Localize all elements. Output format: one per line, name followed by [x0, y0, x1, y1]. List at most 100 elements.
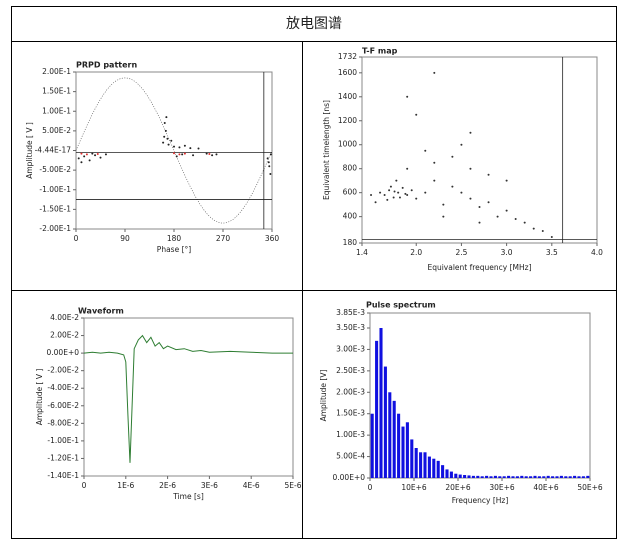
point [267, 161, 270, 164]
bar [419, 452, 423, 478]
bar [463, 475, 467, 478]
point [406, 194, 409, 197]
plot-frame [361, 56, 598, 244]
bar [555, 476, 559, 478]
point [192, 154, 195, 157]
x-tick-label: 0 [368, 483, 373, 492]
bar [383, 366, 387, 478]
point [175, 155, 178, 158]
point [167, 143, 170, 146]
point [170, 139, 173, 142]
bar [427, 456, 431, 478]
point [478, 221, 481, 224]
x-tick-label: 270 [216, 234, 231, 243]
point [166, 137, 169, 140]
point [163, 135, 166, 138]
point [424, 149, 427, 152]
bar [485, 475, 489, 478]
bar [586, 475, 590, 478]
x-tick-label: 30E+6 [489, 483, 515, 492]
point [442, 203, 445, 206]
bar [542, 476, 546, 478]
point [523, 221, 526, 224]
chart-title: Waveform [78, 307, 124, 316]
bar [559, 475, 563, 478]
point [370, 194, 373, 197]
point [532, 227, 535, 230]
point [541, 230, 544, 233]
y-tick-label: 5.00E-2 [42, 126, 71, 135]
x-tick-label: 2.0 [410, 248, 422, 257]
point [433, 161, 436, 164]
y-axis-label: Amplitude [V] [319, 370, 328, 422]
line [83, 334, 293, 463]
bar [546, 475, 550, 478]
point [88, 159, 91, 162]
x-tick-label: 4.0 [591, 248, 603, 257]
bar [375, 340, 379, 478]
bar [379, 328, 383, 478]
point [83, 155, 86, 158]
x-tick-label: 3.0 [501, 248, 513, 257]
point [266, 157, 269, 160]
y-tick-label: -1.20E-1 [47, 453, 79, 462]
bar [507, 475, 511, 478]
point [164, 129, 167, 132]
point [487, 201, 490, 204]
y-axis-label: Equivalent timelength [ns] [322, 100, 331, 200]
bar [564, 476, 568, 478]
bar [370, 413, 374, 478]
bar [489, 476, 493, 478]
y-tick-label: 1732 [338, 52, 357, 61]
point [514, 218, 517, 221]
point [99, 156, 102, 159]
point [433, 179, 436, 182]
point [442, 215, 445, 218]
point [496, 215, 499, 218]
x-tick-label: 2.5 [455, 248, 467, 257]
point [80, 161, 83, 164]
y-tick-label: 800 [343, 164, 358, 173]
page-title: 放电图谱 [286, 16, 342, 32]
y-tick-label: 180 [343, 238, 358, 247]
y-tick-label: 3.50E-3 [336, 323, 365, 332]
bar [529, 476, 533, 478]
bar [397, 413, 401, 478]
x-axis-label: Time [s] [172, 492, 204, 501]
point [406, 95, 409, 98]
plot-frame [75, 71, 273, 230]
y-tick-label: 4.00E-2 [50, 313, 79, 322]
x-tick-label: 4E-6 [243, 481, 260, 490]
x-tick-label: 3.5 [546, 248, 558, 257]
point [487, 173, 490, 176]
point [85, 153, 88, 156]
x-axis-label: Phase [°] [157, 245, 191, 254]
bar [405, 422, 409, 478]
bar [449, 471, 453, 478]
y-tick-label: -6.00E-2 [47, 401, 79, 410]
point [104, 153, 107, 156]
y-tick-label: -1.40E-1 [47, 471, 79, 480]
y-tick-label: 1.50E-3 [336, 409, 365, 418]
point [189, 147, 192, 150]
y-tick-label: -5.00E-2 [39, 165, 71, 174]
bar [533, 475, 537, 478]
y-tick-label: 2.50E-3 [336, 366, 365, 375]
plot-frame [83, 317, 294, 477]
bar [441, 465, 445, 478]
bar [401, 426, 405, 478]
y-tick-label: -2.00E-2 [47, 366, 79, 375]
point [410, 189, 413, 192]
bar [476, 475, 480, 478]
x-tick-label: 1.4 [356, 248, 368, 257]
y-tick-label: 1.50E-1 [42, 87, 71, 96]
x-tick-label: 360 [265, 234, 280, 243]
y-tick-label: 2.00E-1 [42, 67, 71, 76]
x-tick-label: 2E-6 [159, 481, 176, 490]
x-tick-label: 10E+6 [401, 483, 427, 492]
bar [573, 475, 577, 478]
point [77, 157, 80, 160]
point [96, 153, 99, 156]
y-tick-label: 1000 [338, 140, 357, 149]
